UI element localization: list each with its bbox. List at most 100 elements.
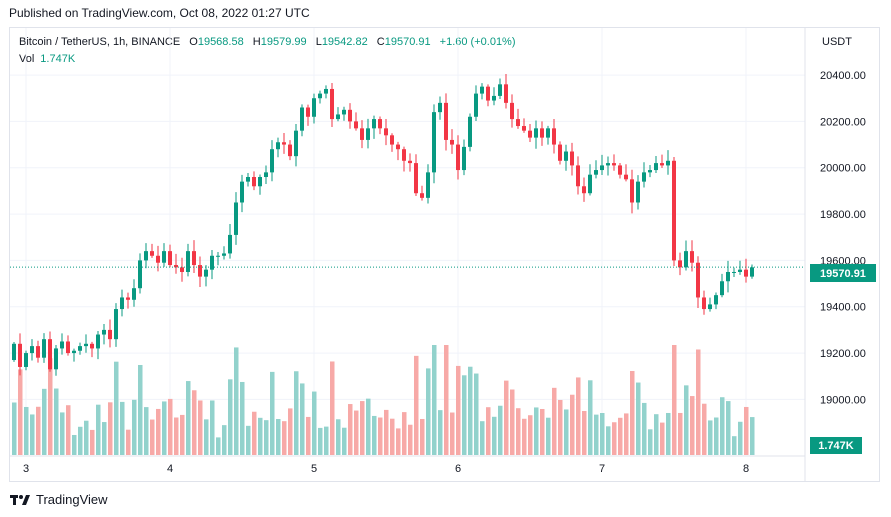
volume-bar xyxy=(702,403,707,455)
volume-bar xyxy=(714,417,719,455)
candle-body xyxy=(198,265,202,277)
tradingview-brand: TradingView xyxy=(36,492,108,507)
volume-bar xyxy=(672,345,677,455)
price-axis[interactable]: 19000.0019200.0019400.0019600.0019800.00… xyxy=(820,70,866,406)
volume-bar xyxy=(174,417,179,455)
volume-bar xyxy=(150,419,155,455)
candle-body xyxy=(534,128,538,138)
volume-bar xyxy=(336,419,341,455)
volume-bar xyxy=(144,407,149,455)
volume-bar xyxy=(216,437,221,455)
volume-bar xyxy=(264,420,269,455)
volume-bar xyxy=(132,399,137,455)
candle-body xyxy=(210,255,214,270)
y-tick-label: 20200.00 xyxy=(820,116,866,128)
candle-body xyxy=(402,149,406,161)
candle-body xyxy=(270,149,274,173)
volume-bar xyxy=(612,422,617,455)
volume-bar xyxy=(78,426,83,455)
volume-bar xyxy=(372,415,377,455)
tradingview-footer[interactable]: TradingView xyxy=(10,492,108,507)
volume-bar xyxy=(510,389,515,455)
candle-body xyxy=(450,139,454,145)
volume-bar xyxy=(210,400,215,455)
candle-body xyxy=(162,251,166,263)
candle-body xyxy=(114,309,118,340)
candle-body xyxy=(636,181,640,203)
close-value: 19570.91 xyxy=(384,36,431,48)
candle-body xyxy=(48,339,52,370)
x-tick-label: 5 xyxy=(311,463,317,475)
volume-value: 1.747K xyxy=(40,53,76,65)
volume-bar xyxy=(390,418,395,455)
candle-body xyxy=(486,86,490,101)
candle-body xyxy=(84,343,88,347)
volume-bar xyxy=(696,349,701,455)
published-line: Published on TradingView.com, Oct 08, 20… xyxy=(9,6,310,20)
candle-body xyxy=(294,130,298,157)
time-axis[interactable]: 3 4 5 6 7 8 xyxy=(23,463,749,475)
volume-bar xyxy=(72,434,77,455)
candle-body xyxy=(396,144,400,150)
tradingview-logo-icon xyxy=(10,494,30,505)
candle-body xyxy=(30,346,34,354)
volume-bar xyxy=(366,398,371,455)
volume-bar xyxy=(138,364,143,455)
volume-bar xyxy=(738,421,743,455)
y-tick-label: 20400.00 xyxy=(820,70,866,82)
open-value: 19568.58 xyxy=(197,36,244,48)
candle-body xyxy=(702,297,706,310)
candle-body xyxy=(360,128,364,140)
candle-body xyxy=(462,146,466,171)
candle-body xyxy=(600,165,604,171)
volume-bar xyxy=(396,428,401,455)
candle-body xyxy=(60,341,64,349)
candle-body xyxy=(372,119,376,129)
candle-body xyxy=(12,343,16,361)
volume-bar xyxy=(24,406,29,455)
volume-bar xyxy=(96,404,101,455)
candle-body xyxy=(690,251,694,263)
candle-body xyxy=(168,251,172,266)
volume-bar xyxy=(456,365,461,455)
volume-bar xyxy=(432,345,437,455)
candle-body xyxy=(36,346,40,358)
candle-body xyxy=(648,170,652,173)
candle-body xyxy=(714,295,718,305)
candle-body xyxy=(354,121,358,129)
candle-body xyxy=(498,84,502,96)
candle-body xyxy=(216,255,220,257)
candle-body xyxy=(306,107,310,117)
volume-bar xyxy=(618,417,623,455)
candle-body xyxy=(570,151,574,166)
candle-body xyxy=(300,107,304,131)
candle-body xyxy=(624,174,628,180)
volume-bar xyxy=(270,371,275,455)
volume-bar xyxy=(630,370,635,455)
volume-bar xyxy=(288,408,293,455)
volume-bar xyxy=(204,419,209,455)
candle-body xyxy=(138,260,142,289)
candle-body xyxy=(66,341,70,354)
volume-bar xyxy=(600,413,605,455)
volume-bar xyxy=(492,416,497,455)
candle-body xyxy=(660,163,664,166)
y-tick-label: 19800.00 xyxy=(820,209,866,221)
candle-body xyxy=(54,348,58,370)
volume-bar xyxy=(84,420,89,455)
candle-body xyxy=(132,288,136,300)
volume-bar xyxy=(168,398,173,455)
candle-body xyxy=(708,304,712,310)
volume-bar xyxy=(666,412,671,455)
volume-bar xyxy=(624,413,629,455)
volume-bar xyxy=(276,419,281,455)
low-value: 19542.82 xyxy=(321,36,368,48)
candle-body xyxy=(546,128,550,138)
candle-body xyxy=(336,114,340,120)
low-label: L xyxy=(315,36,322,48)
volume-bar xyxy=(678,412,683,455)
volume-bar xyxy=(726,401,731,455)
volume-bar xyxy=(12,402,17,455)
candle-body xyxy=(558,144,562,161)
